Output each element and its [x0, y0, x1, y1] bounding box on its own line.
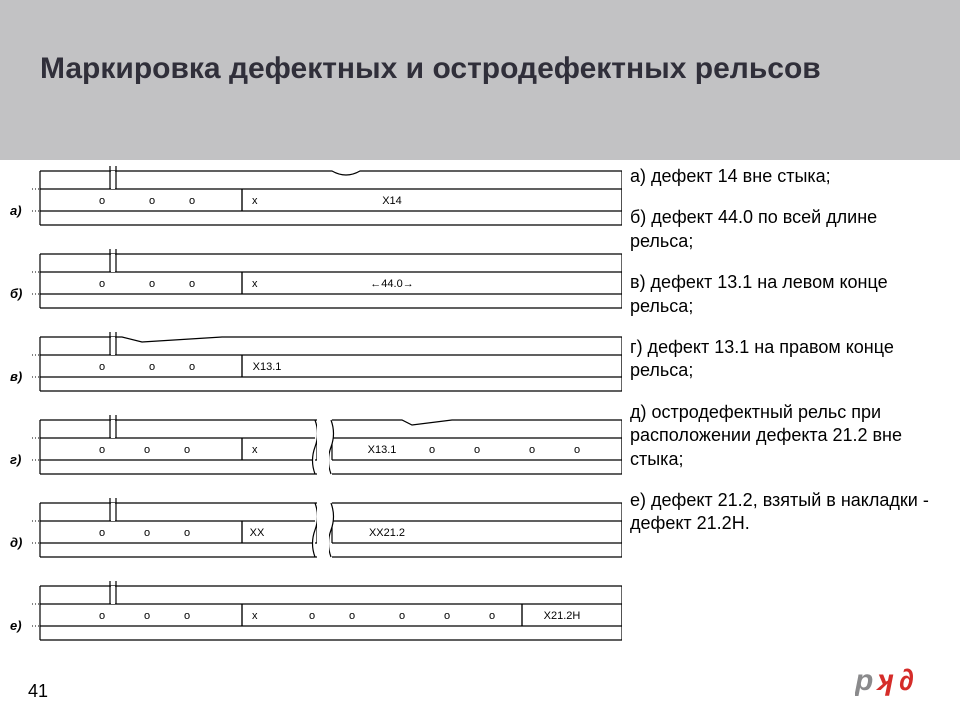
svg-text:o: o	[99, 444, 105, 456]
row-label: а)	[10, 203, 22, 218]
svg-text:o: o	[184, 444, 190, 456]
svg-text:X13.1: X13.1	[253, 361, 282, 373]
svg-text:o: o	[99, 361, 105, 373]
svg-text:o: o	[444, 610, 450, 622]
slide-title: Маркировка дефектных и остродефектных ре…	[40, 50, 821, 88]
svg-text:o: o	[574, 444, 580, 456]
legend-item: а) дефект 14 вне стыка;	[630, 165, 940, 188]
svg-text:o: o	[99, 195, 105, 207]
svg-text:XX: XX	[250, 527, 265, 539]
rzd-logo: p ʞ ∂	[855, 665, 935, 702]
svg-text:X21.2H: X21.2H	[544, 610, 581, 622]
legend-item: г) дефект 13.1 на правом конце рельса;	[630, 336, 940, 383]
diagram-column: а)oooxX14б)ooox←44.0→в)oooX13.1г)ooooooo…	[0, 160, 630, 720]
svg-text:o: o	[99, 610, 105, 622]
svg-text:o: o	[189, 195, 195, 207]
rail-row: а) o o o x X14	[10, 165, 620, 240]
rail-svg: o o o x X14	[32, 165, 622, 240]
svg-text:o: o	[399, 610, 405, 622]
svg-text:o: o	[144, 610, 150, 622]
legend-item: б) дефект 44.0 по всей длине рельса;	[630, 206, 940, 253]
svg-text:o: o	[149, 361, 155, 373]
svg-text:o: o	[184, 610, 190, 622]
svg-text:o: o	[144, 444, 150, 456]
row-label: д)	[10, 535, 22, 550]
svg-text:o: o	[349, 610, 355, 622]
svg-text:o: o	[529, 444, 535, 456]
svg-text:←44.0→: ←44.0→	[370, 278, 413, 290]
svg-text:o: o	[309, 610, 315, 622]
svg-text:o: o	[144, 527, 150, 539]
rail-row: г) o o o o o o o x X13.1	[10, 414, 620, 489]
legend-column: а) дефект 14 вне стыка; б) дефект 44.0 по…	[630, 160, 950, 720]
svg-text:o: o	[149, 278, 155, 290]
svg-text:o: o	[149, 195, 155, 207]
body: а)oooxX14б)ooox←44.0→в)oooX13.1г)ooooooo…	[0, 160, 960, 720]
svg-text:p: p	[855, 665, 873, 697]
row-label: в)	[10, 369, 22, 384]
row-label: б)	[10, 286, 22, 301]
rail-svg: o o o o o o o o x X21.2H	[32, 580, 622, 655]
svg-text:X13.1: X13.1	[368, 444, 397, 456]
rail-svg: o o o XX XX21.2	[32, 497, 622, 572]
svg-text:o: o	[429, 444, 435, 456]
row-label: е)	[10, 618, 22, 633]
svg-text:o: o	[99, 527, 105, 539]
row-label: г)	[10, 452, 21, 467]
svg-text:o: o	[189, 361, 195, 373]
rail-row: е) o o o o o o o o x X21.2H	[10, 580, 620, 655]
svg-text:o: o	[474, 444, 480, 456]
legend-item: е) дефект 21.2, взятый в накладки - дефе…	[630, 489, 940, 536]
svg-text:x: x	[252, 444, 258, 456]
svg-text:o: o	[189, 278, 195, 290]
svg-text:ʞ: ʞ	[875, 665, 894, 697]
svg-text:XX21.2: XX21.2	[369, 527, 405, 539]
svg-text:o: o	[184, 527, 190, 539]
rail-row: б) o o o x ←44.0→	[10, 248, 620, 323]
svg-text:X14: X14	[382, 195, 402, 207]
svg-text:x: x	[252, 278, 258, 290]
page-number: 41	[28, 681, 48, 702]
rail-svg: o o o X13.1	[32, 331, 622, 406]
legend-item: д) остродефектный рельс при расположении…	[630, 401, 940, 471]
legend-item: в) дефект 13.1 на левом конце рельса;	[630, 271, 940, 318]
svg-text:x: x	[252, 610, 258, 622]
rail-svg: o o o o o o o x X13.1	[32, 414, 622, 489]
rail-row: в) o o o X13.1	[10, 331, 620, 406]
rail-row: д) o o o XX XX21.2	[10, 497, 620, 572]
svg-text:o: o	[99, 278, 105, 290]
svg-text:x: x	[252, 195, 258, 207]
svg-text:∂: ∂	[899, 665, 914, 697]
slide: Маркировка дефектных и остродефектных ре…	[0, 0, 960, 720]
rail-svg: o o o x ←44.0→	[32, 248, 622, 323]
svg-text:o: o	[489, 610, 495, 622]
